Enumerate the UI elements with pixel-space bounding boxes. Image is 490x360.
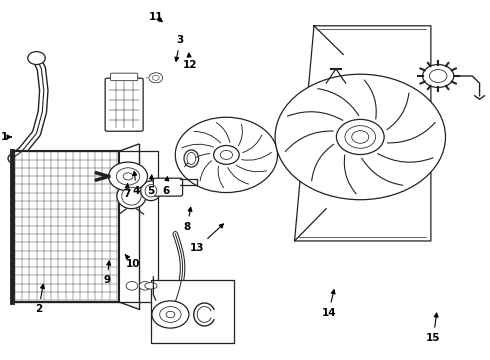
Circle shape — [152, 301, 189, 328]
FancyArrowPatch shape — [312, 144, 334, 181]
Ellipse shape — [187, 152, 196, 165]
FancyArrowPatch shape — [388, 122, 435, 143]
FancyBboxPatch shape — [111, 73, 138, 81]
FancyArrowPatch shape — [344, 155, 356, 194]
Circle shape — [214, 145, 239, 164]
Circle shape — [28, 51, 45, 64]
Text: 7: 7 — [123, 184, 130, 199]
Circle shape — [149, 73, 163, 83]
Circle shape — [166, 311, 175, 318]
Circle shape — [139, 282, 151, 290]
FancyBboxPatch shape — [153, 178, 183, 196]
Circle shape — [126, 282, 138, 290]
Circle shape — [109, 162, 147, 191]
Text: 6: 6 — [162, 177, 169, 196]
Ellipse shape — [141, 181, 161, 201]
Text: 10: 10 — [125, 254, 140, 269]
FancyArrowPatch shape — [218, 166, 223, 188]
Circle shape — [337, 120, 384, 154]
Text: 14: 14 — [321, 290, 336, 318]
Circle shape — [160, 307, 181, 322]
Text: 2: 2 — [35, 284, 45, 314]
FancyArrowPatch shape — [238, 124, 243, 146]
FancyArrowPatch shape — [362, 158, 403, 185]
Text: 3: 3 — [175, 35, 184, 61]
Polygon shape — [294, 26, 431, 241]
Circle shape — [116, 168, 140, 185]
FancyArrowPatch shape — [184, 154, 210, 167]
Ellipse shape — [145, 283, 157, 289]
FancyArrowPatch shape — [182, 144, 214, 148]
FancyArrowPatch shape — [285, 131, 333, 152]
FancyArrowPatch shape — [243, 135, 262, 153]
FancyArrowPatch shape — [217, 122, 230, 143]
Circle shape — [345, 126, 376, 148]
Ellipse shape — [122, 187, 141, 205]
Ellipse shape — [117, 184, 146, 209]
Text: 4: 4 — [133, 171, 140, 196]
FancyArrowPatch shape — [200, 161, 212, 181]
FancyArrowPatch shape — [387, 93, 409, 130]
Circle shape — [175, 117, 277, 193]
Ellipse shape — [145, 184, 157, 197]
Circle shape — [152, 75, 159, 80]
Text: 9: 9 — [103, 261, 111, 285]
Bar — [151, 280, 234, 343]
Circle shape — [429, 69, 447, 82]
FancyArrowPatch shape — [194, 131, 221, 143]
FancyBboxPatch shape — [105, 78, 143, 131]
Text: 12: 12 — [183, 53, 197, 70]
Circle shape — [352, 131, 369, 143]
FancyArrowPatch shape — [318, 89, 359, 116]
FancyArrowPatch shape — [288, 112, 343, 120]
Bar — [12, 151, 158, 302]
Circle shape — [422, 64, 454, 87]
Circle shape — [220, 150, 233, 159]
Text: 8: 8 — [184, 207, 192, 231]
Text: 5: 5 — [147, 175, 154, 196]
FancyArrowPatch shape — [228, 167, 248, 184]
Circle shape — [275, 74, 445, 200]
FancyArrowPatch shape — [242, 152, 271, 160]
Text: 13: 13 — [190, 224, 223, 253]
FancyArrowPatch shape — [378, 154, 433, 162]
Circle shape — [123, 173, 133, 180]
Text: 1: 1 — [1, 132, 11, 142]
Text: 15: 15 — [426, 313, 441, 343]
Ellipse shape — [184, 150, 198, 167]
Text: 11: 11 — [148, 12, 163, 22]
FancyArrowPatch shape — [236, 165, 267, 172]
FancyArrowPatch shape — [365, 80, 376, 119]
